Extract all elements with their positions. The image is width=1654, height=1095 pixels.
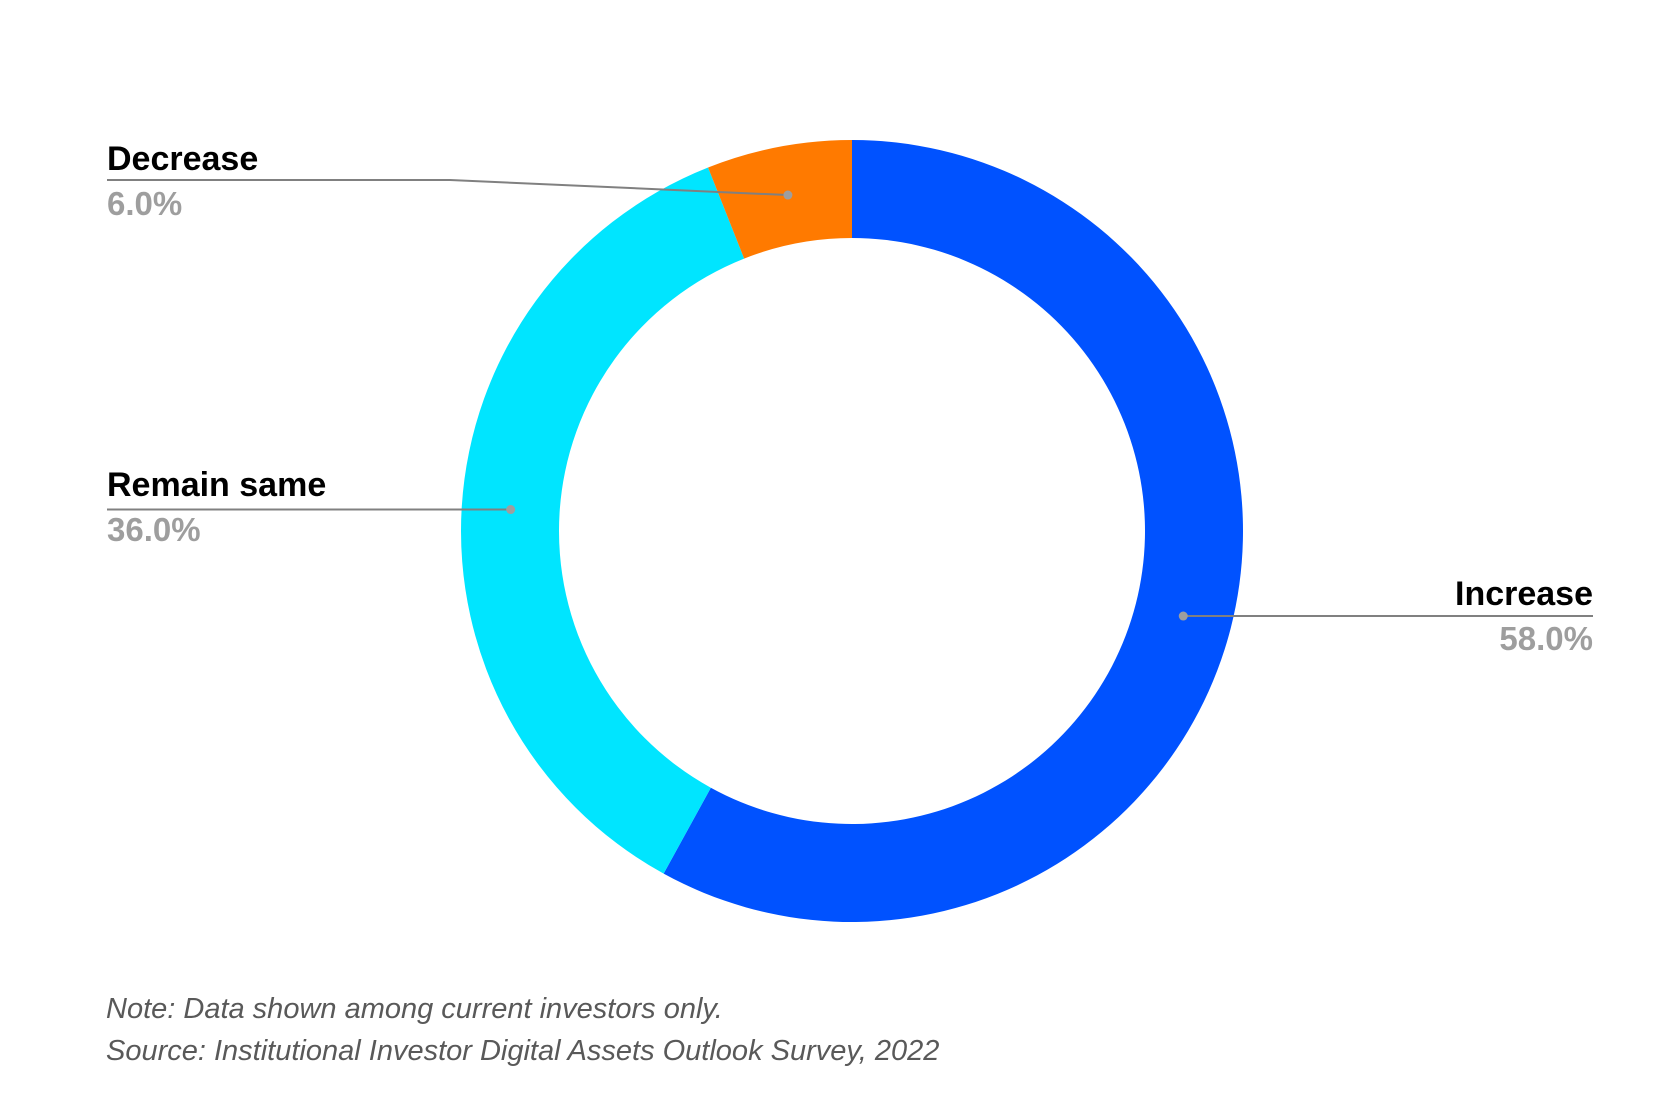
- label-name-increase: Increase: [1455, 575, 1593, 613]
- label-value-remain-same: 36.0%: [107, 511, 201, 548]
- label-value-increase: 58.0%: [1499, 620, 1593, 657]
- slice-decrease: [708, 140, 852, 259]
- label-name-remain-same: Remain same: [107, 466, 326, 504]
- leader-line-decrease: [107, 179, 788, 197]
- slice-labels: Increase 58.0% Remain same 36.0% Decrease 6.0…: [107, 140, 1593, 657]
- label-name-decrease: Decrease: [107, 140, 258, 178]
- label-value-decrease: 6.0%: [107, 185, 182, 222]
- chart-notes: Note: Data shown among current investors…: [106, 988, 939, 1072]
- leader-lines: [107, 179, 1593, 621]
- leader-dot-increase: [1178, 611, 1188, 621]
- donut-slices: [460, 140, 1244, 923]
- leader-dot-remain-same: [506, 505, 516, 515]
- source-text: Source: Institutional Investor Digital A…: [106, 1035, 940, 1067]
- note-text: Note: Data shown among current investors…: [106, 993, 723, 1025]
- slice-increase: [663, 140, 1244, 923]
- slice-remain-same: [460, 167, 745, 874]
- leader-dot-decrease: [783, 190, 793, 200]
